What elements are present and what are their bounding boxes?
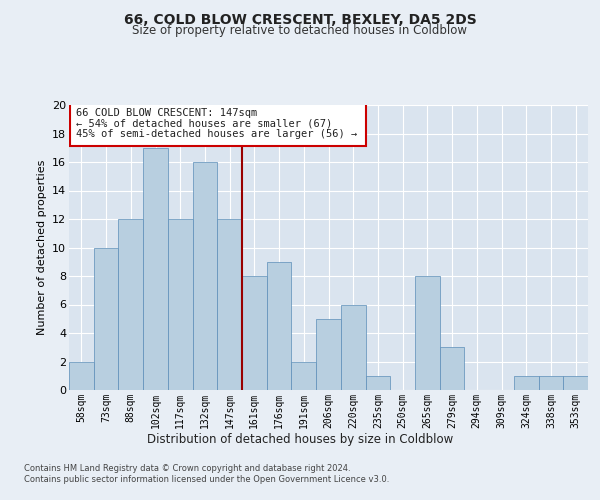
Bar bbox=[168, 219, 193, 390]
Text: 45% of semi-detached houses are larger (56) →: 45% of semi-detached houses are larger (… bbox=[76, 129, 358, 139]
Bar bbox=[143, 148, 168, 390]
Text: Contains public sector information licensed under the Open Government Licence v3: Contains public sector information licen… bbox=[24, 475, 389, 484]
Bar bbox=[440, 347, 464, 390]
Text: Contains HM Land Registry data © Crown copyright and database right 2024.: Contains HM Land Registry data © Crown c… bbox=[24, 464, 350, 473]
Text: Distribution of detached houses by size in Coldblow: Distribution of detached houses by size … bbox=[147, 432, 453, 446]
Bar bbox=[217, 219, 242, 390]
Bar bbox=[193, 162, 217, 390]
Text: 66, COLD BLOW CRESCENT, BEXLEY, DA5 2DS: 66, COLD BLOW CRESCENT, BEXLEY, DA5 2DS bbox=[124, 12, 476, 26]
Bar bbox=[267, 262, 292, 390]
Bar bbox=[242, 276, 267, 390]
Bar bbox=[94, 248, 118, 390]
Bar bbox=[292, 362, 316, 390]
Bar bbox=[365, 376, 390, 390]
FancyBboxPatch shape bbox=[70, 103, 365, 146]
Bar bbox=[118, 219, 143, 390]
Bar bbox=[539, 376, 563, 390]
Text: Size of property relative to detached houses in Coldblow: Size of property relative to detached ho… bbox=[133, 24, 467, 37]
Bar bbox=[415, 276, 440, 390]
Text: 66 COLD BLOW CRESCENT: 147sqm: 66 COLD BLOW CRESCENT: 147sqm bbox=[76, 108, 257, 118]
Text: ← 54% of detached houses are smaller (67): ← 54% of detached houses are smaller (67… bbox=[76, 118, 332, 128]
Bar bbox=[69, 362, 94, 390]
Bar bbox=[316, 319, 341, 390]
Y-axis label: Number of detached properties: Number of detached properties bbox=[37, 160, 47, 335]
Bar bbox=[514, 376, 539, 390]
Bar bbox=[563, 376, 588, 390]
Bar bbox=[341, 304, 365, 390]
